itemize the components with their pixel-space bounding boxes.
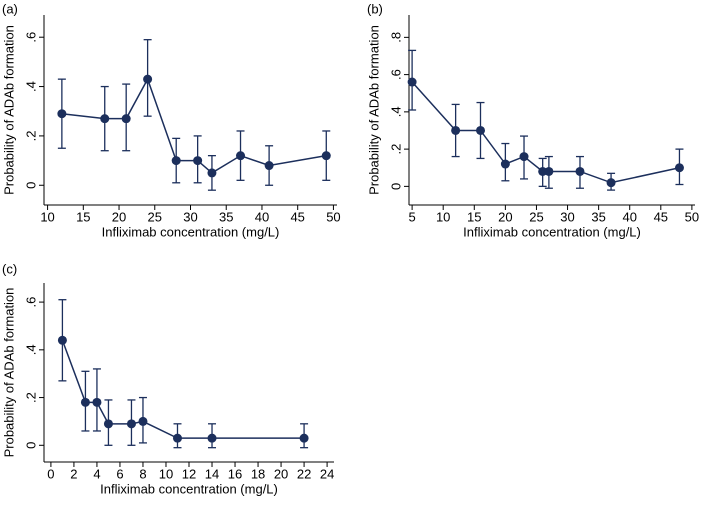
x-tick-label: 50	[326, 209, 340, 224]
point	[80, 397, 90, 407]
point	[126, 419, 136, 429]
point	[207, 433, 217, 443]
x-tick-label: 45	[290, 209, 304, 224]
x-tick-label: 14	[205, 466, 219, 481]
point	[575, 166, 585, 176]
x-tick-label: 20	[112, 209, 126, 224]
point	[519, 152, 529, 162]
x-tick-label: 16	[228, 466, 242, 481]
x-tick-label: 22	[297, 466, 311, 481]
point	[100, 114, 110, 124]
point	[500, 159, 510, 169]
panel-label: (c)	[2, 261, 17, 276]
point	[674, 163, 684, 173]
point	[606, 178, 616, 188]
y-tick-label: .2	[23, 392, 38, 403]
x-tick-label: 40	[622, 209, 636, 224]
point	[171, 156, 181, 166]
x-tick-label: 10	[159, 466, 173, 481]
x-tick-label: 4	[93, 466, 100, 481]
point	[143, 74, 153, 84]
point	[299, 433, 309, 443]
x-tick-label: 12	[182, 466, 196, 481]
x-tick-label: 6	[116, 466, 123, 481]
line	[61, 340, 305, 439]
panel-label: (a)	[2, 1, 18, 16]
x-tick-label: 15	[76, 209, 90, 224]
y-tick-label: .4	[23, 344, 38, 355]
x-tick-label: 40	[255, 209, 269, 224]
x-tick-label: 45	[654, 209, 668, 224]
x-tick-label: 10	[40, 209, 54, 224]
line	[61, 77, 327, 174]
y-tick-label: .6	[388, 69, 403, 80]
x-tick-label: 35	[219, 209, 233, 224]
x-axis-title: Infliximab concentration (mg/L)	[463, 224, 641, 239]
y-tick-label: .8	[388, 32, 403, 43]
y-axis-title: Probability of ADAb formation	[366, 25, 381, 195]
point	[407, 77, 417, 87]
point	[172, 433, 182, 443]
y-tick-label: .6	[23, 32, 38, 43]
x-tick-label: 20	[498, 209, 512, 224]
point	[57, 335, 67, 345]
point	[236, 151, 246, 161]
y-tick-label: .2	[388, 144, 403, 155]
point	[538, 166, 548, 176]
point	[207, 168, 217, 178]
point	[264, 161, 274, 171]
y-axis-title: Probability of ADAb formation	[1, 25, 16, 195]
y-tick-label: 0	[23, 442, 38, 449]
point	[544, 166, 554, 176]
x-tick-label: 5	[408, 209, 415, 224]
point	[321, 151, 331, 161]
y-tick-label: .6	[23, 297, 38, 308]
point	[476, 125, 485, 135]
x-tick-label: 18	[251, 466, 265, 481]
x-tick-label: 8	[139, 466, 146, 481]
y-tick-label: 0	[388, 183, 403, 190]
y-tick-label: .4	[388, 106, 403, 117]
y-tick-label: .4	[23, 81, 38, 92]
x-axis-title: Infliximab concentration (mg/L)	[100, 481, 278, 496]
point	[121, 114, 131, 124]
y-axis-title: Probability of ADAb formation	[1, 288, 16, 458]
x-tick-label: 35	[591, 209, 605, 224]
point	[451, 125, 461, 135]
y-tick-label: 0	[23, 182, 38, 189]
y-tick-label: .2	[23, 130, 38, 141]
x-tick-label: 15	[467, 209, 481, 224]
x-tick-label: 30	[183, 209, 197, 224]
x-tick-label: 25	[148, 209, 162, 224]
panel-label: (b)	[367, 1, 383, 16]
point	[57, 109, 67, 119]
point	[92, 397, 102, 407]
x-tick-label: 10	[436, 209, 450, 224]
x-tick-label: 25	[529, 209, 543, 224]
x-tick-label: 30	[560, 209, 574, 224]
x-tick-label: 2	[70, 466, 77, 481]
point	[103, 419, 113, 429]
point	[193, 156, 203, 166]
x-tick-label: 24	[320, 466, 334, 481]
x-tick-label: 50	[685, 209, 699, 224]
x-axis-title: Infliximab concentration (mg/L)	[102, 224, 280, 239]
x-tick-label: 0	[47, 466, 54, 481]
x-tick-label: 20	[274, 466, 288, 481]
point	[138, 416, 148, 426]
line	[411, 81, 680, 184]
